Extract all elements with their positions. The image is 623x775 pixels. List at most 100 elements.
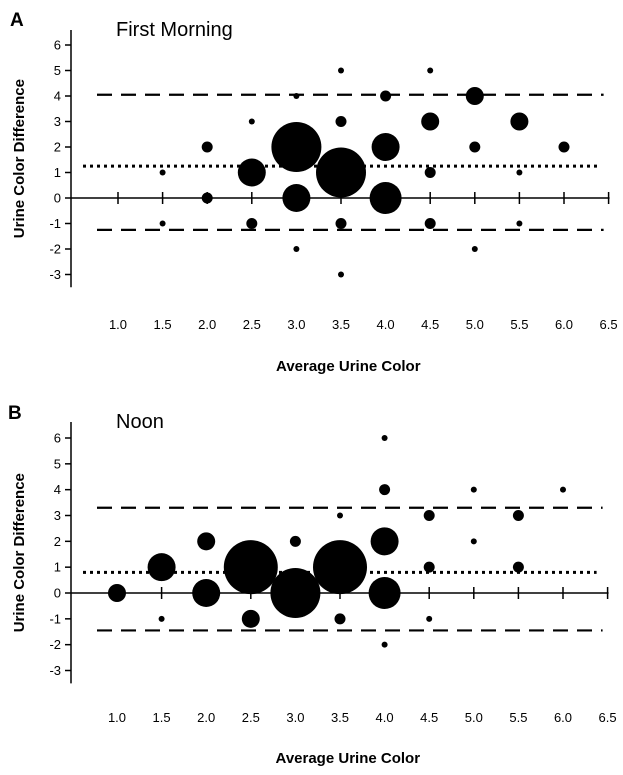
data-point [237,158,266,187]
data-point [338,67,344,74]
data-point [289,535,301,547]
y-tick-label: -1 [49,216,61,231]
data-point [271,122,322,172]
x-tick-label: 3.5 [332,317,350,332]
data-point [558,141,570,153]
x-tick-label: 5.5 [509,710,527,725]
x-tick-label: 4.0 [376,710,394,725]
data-point [427,67,434,74]
data-point [471,246,478,252]
data-point [158,615,165,622]
data-point [465,87,484,105]
y-tick-label: 2 [54,534,61,549]
data-point [516,220,523,227]
data-point [337,512,343,519]
y-tick-label: 6 [54,38,61,53]
data-point [423,510,435,521]
data-point [159,220,166,227]
x-tick-label: 3.5 [331,710,349,725]
x-axis-title: Average Urine Color [276,750,421,767]
x-axis-title: Average Urine Color [276,358,421,375]
y-tick-label: 3 [54,114,61,129]
data-point [282,184,311,212]
data-point [379,484,391,496]
data-point [338,271,344,278]
data-point [108,584,126,602]
data-point [510,112,529,131]
x-tick-label: 6.5 [599,710,617,725]
data-point [371,133,400,161]
x-tick-label: 5.0 [466,317,484,332]
data-point [469,141,481,153]
data-point [223,540,278,595]
y-axis-title: Urine Color Difference [11,473,28,632]
x-tick-label: 3.0 [287,317,305,332]
y-tick-label: 4 [54,89,61,104]
data-point [241,609,260,628]
x-tick-label: 5.5 [510,317,528,332]
x-tick-label: 6.0 [555,317,573,332]
y-tick-label: 5 [54,63,61,78]
data-point [423,561,435,573]
y-tick-label: 6 [54,431,61,446]
data-point [335,218,347,229]
data-point [470,538,477,545]
y-tick-label: 5 [54,456,61,471]
data-point [192,579,221,607]
data-point [381,435,388,441]
data-point [293,93,300,99]
y-tick-label: -2 [49,637,61,652]
x-tick-label: 3.0 [286,710,304,725]
panel-title: First Morning [116,19,233,41]
panel-b: 6 5 4 3 2 1 0 -1 -2 -3 1.0 1.5 2.0 2.5 3.0 3.5 4.0 4.5 5.0… [8,403,617,767]
y-tick-label: 4 [54,482,61,497]
data-point [335,116,347,127]
x-tick-label: 4.5 [421,317,439,332]
data-point [270,568,321,618]
y-tick-label: -2 [49,242,61,257]
panel-a: 6 5 4 3 2 1 0 -1 -2 -3 1.0 1.5 2.0 2.5 3.0 3.5 4.0 4.5 5.0… [10,10,618,375]
x-tick-label: 4.0 [377,317,395,332]
x-tick-label: 1.0 [109,317,127,332]
x-tick-label: 2.0 [198,317,216,332]
x-tick-label: 2.5 [242,710,260,725]
data-point [369,182,402,214]
data-point [512,561,524,573]
data-point [470,486,477,493]
y-tick-label: -3 [49,267,61,282]
x-tick-label: 2.0 [197,710,215,725]
data-point [380,90,392,102]
y-tick-label: 1 [54,560,61,575]
x-tick-label: 4.5 [420,710,438,725]
y-tick-label: 1 [54,165,61,180]
y-axis-title: Urine Color Difference [11,79,28,238]
data-point [293,246,300,252]
panel-title: Noon [116,411,164,433]
data-point [426,615,433,622]
data-point [421,112,440,131]
data-point [368,577,401,609]
data-point [381,641,388,648]
y-tick-label: -3 [49,663,61,678]
y-tick-label: 3 [54,508,61,523]
y-tick-label: 2 [54,140,61,155]
x-tick-label: 6.0 [554,710,572,725]
panel-letter: A [10,10,24,31]
x-tick-label: 6.5 [600,317,618,332]
data-point [197,532,216,551]
data-point [424,218,436,229]
data-point [424,167,436,178]
data-point [334,613,346,625]
x-tick-label: 5.0 [465,710,483,725]
data-point [201,141,213,153]
y-tick-label: -1 [49,611,61,626]
data-point [560,486,566,493]
data-point [147,553,176,582]
y-tick-label: 0 [54,586,61,601]
data-point [248,118,255,125]
data-point [516,169,523,176]
x-tick-label: 1.5 [154,317,172,332]
x-tick-label: 1.0 [108,710,126,725]
x-tick-label: 2.5 [243,317,261,332]
